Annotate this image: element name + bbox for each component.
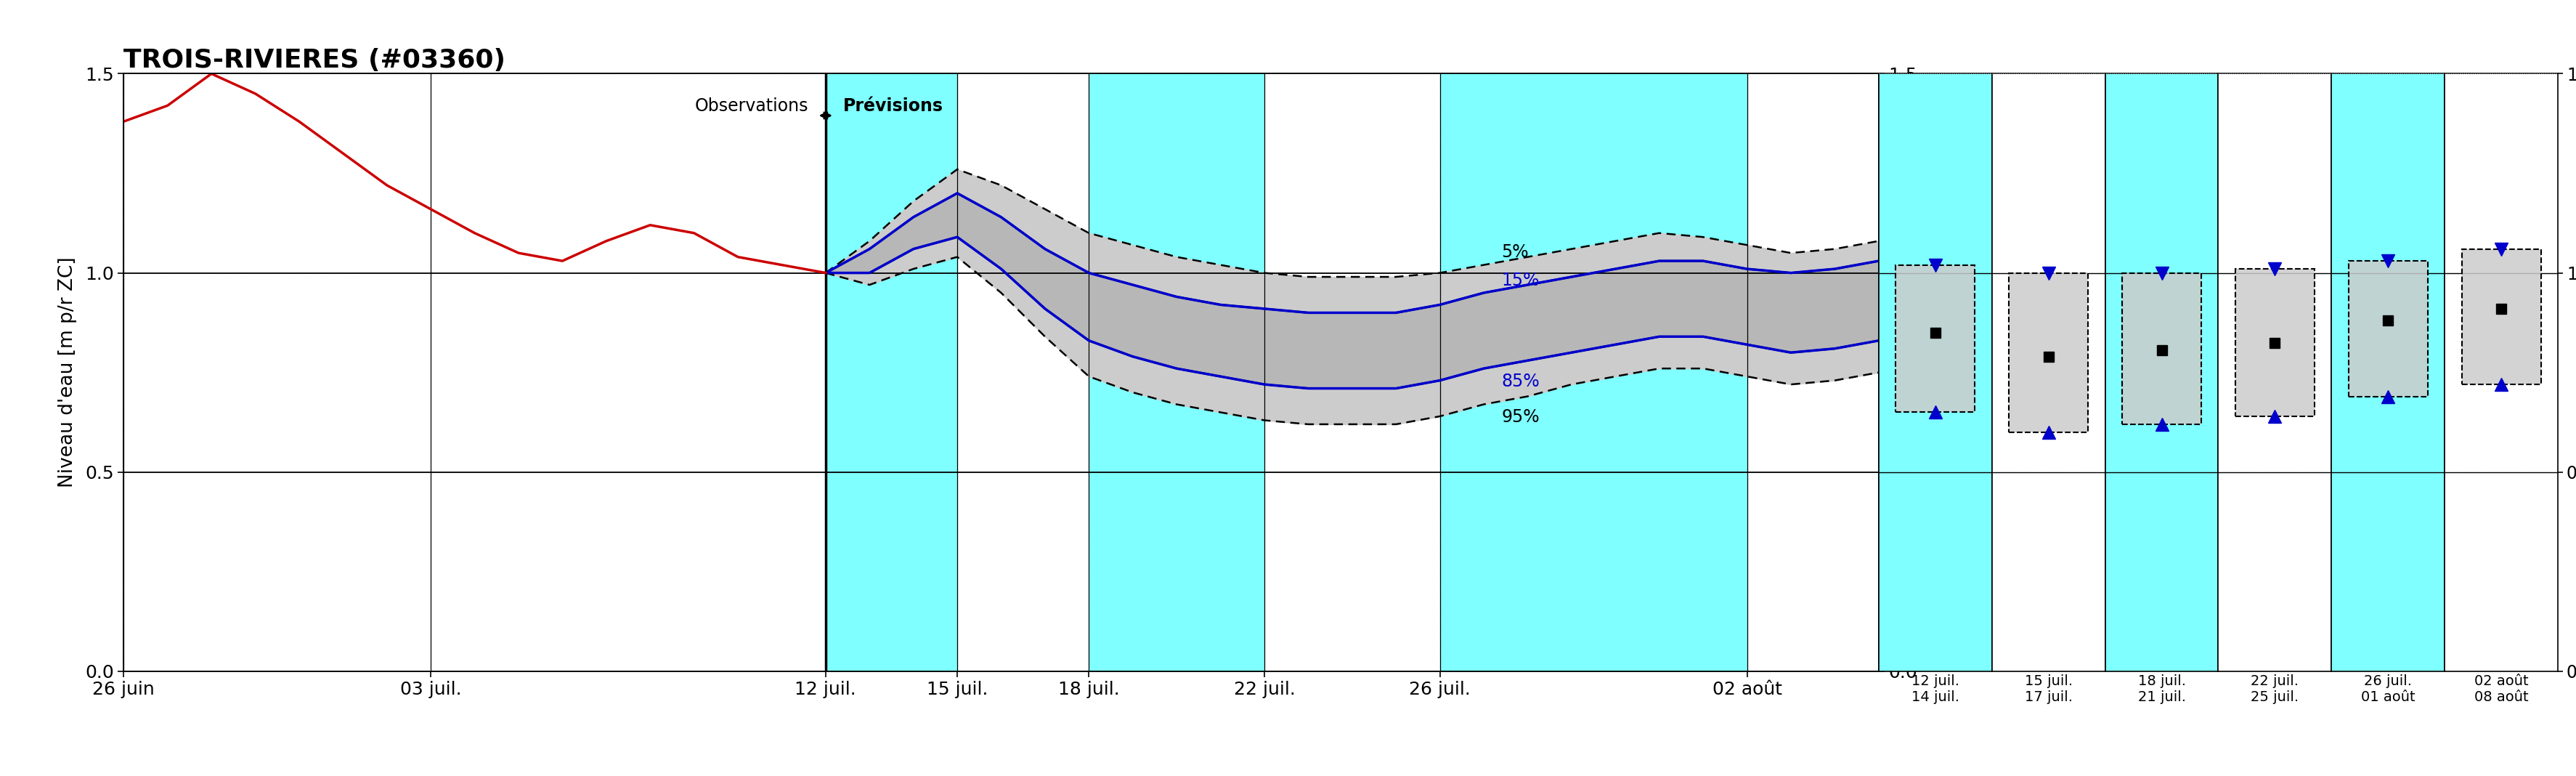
Bar: [2009, 273, 2089, 432]
Bar: [2349, 261, 2427, 397]
Bar: [1896, 265, 1976, 412]
Bar: [2463, 249, 2540, 384]
Text: Observations: Observations: [696, 98, 809, 115]
Text: 95%: 95%: [1502, 408, 1540, 426]
Bar: [1090, 74, 1265, 671]
X-axis label: 15 juil.
17 juil.: 15 juil. 17 juil.: [2025, 674, 2074, 704]
Text: 85%: 85%: [1502, 372, 1540, 390]
Bar: [2349, 261, 2427, 397]
X-axis label: 22 juil.
25 juil.: 22 juil. 25 juil.: [2251, 674, 2298, 704]
Bar: [2236, 269, 2313, 416]
Text: TROIS-RIVIERES (#03360): TROIS-RIVIERES (#03360): [124, 48, 505, 73]
X-axis label: 26 juil.
01 août: 26 juil. 01 août: [2362, 674, 2416, 704]
Bar: [1440, 74, 1747, 671]
Bar: [827, 74, 958, 671]
Bar: [2009, 273, 2089, 432]
Bar: [2123, 273, 2202, 424]
Bar: [1896, 265, 1976, 412]
Bar: [2463, 249, 2540, 384]
Y-axis label: Niveau d'eau [m p/r ZC]: Niveau d'eau [m p/r ZC]: [59, 257, 77, 488]
X-axis label: 02 août
08 août: 02 août 08 août: [2476, 674, 2530, 704]
Text: 15%: 15%: [1502, 272, 1540, 289]
X-axis label: 18 juil.
21 juil.: 18 juil. 21 juil.: [2138, 674, 2184, 704]
X-axis label: 12 juil.
14 juil.: 12 juil. 14 juil.: [1911, 674, 1960, 704]
Bar: [2123, 273, 2202, 424]
Text: 5%: 5%: [1502, 244, 1528, 261]
Text: Prévisions: Prévisions: [842, 98, 943, 115]
Bar: [2236, 269, 2313, 416]
